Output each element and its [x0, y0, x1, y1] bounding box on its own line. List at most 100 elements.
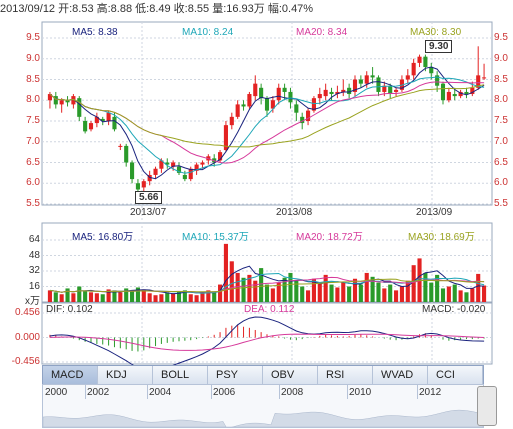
volume-bar [112, 290, 117, 302]
tab-cci[interactable]: CCI [428, 366, 483, 384]
volume-bar [376, 282, 381, 302]
vol-ma10-label: MA10: 15.37万 [182, 232, 249, 243]
candle-body [218, 152, 223, 161]
candle-body [77, 98, 82, 117]
volume-bar [77, 286, 82, 302]
price-y-tick-right: 7.5 [494, 115, 508, 126]
candle-body [364, 75, 369, 84]
volume-bar [241, 277, 246, 302]
tab-macd[interactable]: MACD [43, 366, 98, 384]
vol-y-tick: 64 [28, 234, 40, 245]
price-ma20-label: MA20: 8.34 [296, 27, 348, 38]
timeline-navigator[interactable]: 2000 2002 2004 2006 2008 2010 2012 [42, 384, 484, 428]
volume-bar [311, 278, 316, 302]
candle-body [417, 56, 422, 63]
volume-bar [59, 294, 64, 302]
tab-boll[interactable]: BOLL [153, 366, 208, 384]
candle-body [165, 162, 170, 165]
volume-bar [317, 282, 322, 302]
panel-frame-2 [41, 302, 493, 365]
candle-body [394, 89, 399, 92]
price-y-tick-left: 9.0 [26, 52, 40, 64]
price-ma30-label: MA30: 8.30 [410, 27, 462, 38]
volume-bar [153, 295, 158, 302]
dif-line [49, 316, 485, 365]
candle-body [264, 98, 270, 111]
candle-body [411, 62, 416, 76]
candle-body [200, 162, 205, 165]
candle-body [464, 91, 469, 95]
volume-bar [300, 286, 305, 302]
candle-body [223, 125, 228, 151]
vol-y-tick: 16 [28, 280, 40, 292]
macd-y-tick: 0.456 [14, 307, 40, 318]
volume-bar [118, 292, 123, 302]
volume-bar [200, 292, 205, 302]
candle-body [282, 87, 287, 92]
volume-bar [370, 276, 375, 302]
price-y-tick-left: 7.0 [26, 135, 40, 147]
tab-psy[interactable]: PSY [208, 366, 263, 384]
volume-bar [435, 274, 440, 302]
price-y-tick-right: 6.5 [494, 156, 508, 168]
volume-bar [264, 284, 270, 302]
volume-bar [388, 284, 393, 302]
price-y-tick-left: 5.5 [26, 198, 40, 209]
volume-bar [100, 294, 105, 302]
candle-body [130, 162, 135, 180]
candle-body [171, 162, 176, 167]
candle-body [335, 91, 340, 95]
volume-bar [106, 289, 111, 302]
tab-rsi[interactable]: RSI [318, 366, 373, 384]
tab-wvad[interactable]: WVAD [373, 366, 428, 384]
price-y-tick-right: 8.0 [494, 94, 508, 106]
timeline-year-2010: 2010 [349, 387, 372, 398]
high-price-marker: 9.30 [425, 40, 453, 53]
volume-bar [440, 288, 446, 302]
volume-bar [176, 291, 182, 302]
candle-body [124, 145, 129, 163]
tab-kdj[interactable]: KDJ [98, 366, 153, 384]
candle-body [112, 116, 117, 130]
volume-bar [218, 284, 223, 302]
volume-bar [282, 277, 287, 302]
candle-body [188, 168, 193, 180]
price-y-tick-left: 7.5 [26, 115, 40, 126]
candle-body [88, 123, 94, 130]
price-ma30-line [49, 84, 485, 148]
volume-bar [83, 291, 88, 302]
volume-bar [347, 286, 352, 302]
volume-bar [476, 273, 481, 302]
candle-body [423, 56, 428, 68]
timeline-sparkline-area [43, 409, 483, 427]
candle-body [159, 160, 164, 169]
price-ma10-line [49, 76, 485, 174]
candle-body [135, 183, 140, 190]
volume-bar [394, 290, 399, 302]
timeline-year-divider [347, 385, 348, 399]
candle-body [482, 77, 487, 79]
candle-body [347, 87, 352, 95]
volume-bar [446, 286, 451, 302]
timeline-scroll-handle[interactable] [477, 386, 497, 426]
vol-ma20-label: MA20: 18.72万 [296, 232, 363, 243]
candle-body [317, 94, 322, 99]
tab-obv[interactable]: OBV [263, 366, 318, 384]
volume-bar [53, 292, 58, 302]
volume-bar [306, 290, 311, 302]
timeline-year-divider [417, 385, 418, 399]
dea-line [49, 333, 485, 351]
volume-bar [464, 292, 469, 302]
vol-ma5-label: MA5: 16.80万 [72, 232, 134, 243]
stock-chart[interactable] [0, 0, 513, 365]
vol-ma30-line [49, 278, 485, 293]
volume-bar [482, 285, 487, 302]
macd-value-label: MACD: -0.020 [422, 304, 486, 315]
candle-body [323, 89, 328, 97]
volume-bar [405, 280, 410, 302]
dif-label: DIF: 0.102 [46, 304, 93, 315]
candle-body [440, 83, 446, 101]
candle-body [306, 110, 311, 121]
candle-body [65, 100, 70, 103]
candle-body [194, 164, 199, 171]
